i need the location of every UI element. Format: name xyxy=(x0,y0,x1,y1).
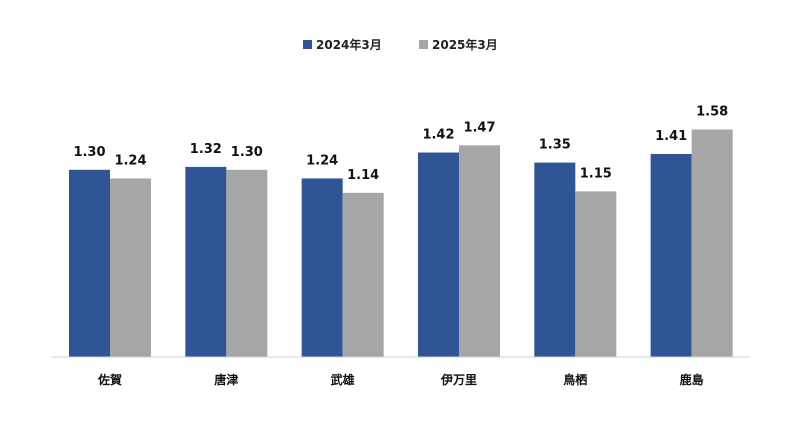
bar-3-1 xyxy=(458,145,500,357)
value-label-0-1: 1.24 xyxy=(114,153,146,168)
bar-4-1 xyxy=(575,191,617,357)
value-label-0-0: 1.30 xyxy=(73,145,105,160)
category-labels: 佐賀 唐津 武雄 伊万里 鳥栖 鹿島 xyxy=(97,372,704,387)
bar-1-0 xyxy=(185,166,227,357)
legend-label-2025: 2025年3月 xyxy=(432,37,498,52)
value-label-2-1: 1.14 xyxy=(347,168,379,183)
bar-5-0 xyxy=(650,153,692,357)
value-label-3-0: 1.42 xyxy=(422,128,454,143)
category-label-3: 伊万里 xyxy=(440,372,477,387)
bar-2-1 xyxy=(342,192,384,357)
value-label-1-1: 1.30 xyxy=(231,145,263,160)
value-label-5-1: 1.58 xyxy=(696,104,728,119)
value-label-5-0: 1.41 xyxy=(655,129,687,144)
bar-1-1 xyxy=(226,169,268,357)
value-label-2-0: 1.24 xyxy=(306,153,338,168)
legend-label-2024: 2024年3月 xyxy=(316,37,382,52)
legend-swatch-2025 xyxy=(419,40,428,49)
value-labels: 1.30 1.24 1.32 1.30 1.24 1.14 1.42 1.47 1.35 1.15… xyxy=(73,104,728,182)
category-label-2: 武雄 xyxy=(331,372,355,387)
bar-4-0 xyxy=(534,162,576,357)
category-label-1: 唐津 xyxy=(214,372,238,387)
category-label-0: 佐賀 xyxy=(97,372,122,387)
category-label-5: 鹿島 xyxy=(680,372,704,387)
bar-0-1 xyxy=(110,178,151,357)
value-label-3-1: 1.47 xyxy=(463,120,495,135)
category-label-4: 鳥栖 xyxy=(563,372,587,387)
value-label-4-1: 1.15 xyxy=(580,166,612,181)
legend-swatch-2024 xyxy=(303,40,312,49)
bar-0-0 xyxy=(69,169,110,357)
bar-2-0 xyxy=(301,178,343,357)
value-label-1-0: 1.32 xyxy=(190,142,222,157)
bar-3-0 xyxy=(417,152,459,357)
bar-5-1 xyxy=(691,129,733,357)
legend: 2024年3月 2025年3月 xyxy=(303,37,498,52)
bars xyxy=(69,129,733,357)
value-label-4-0: 1.35 xyxy=(539,138,571,153)
